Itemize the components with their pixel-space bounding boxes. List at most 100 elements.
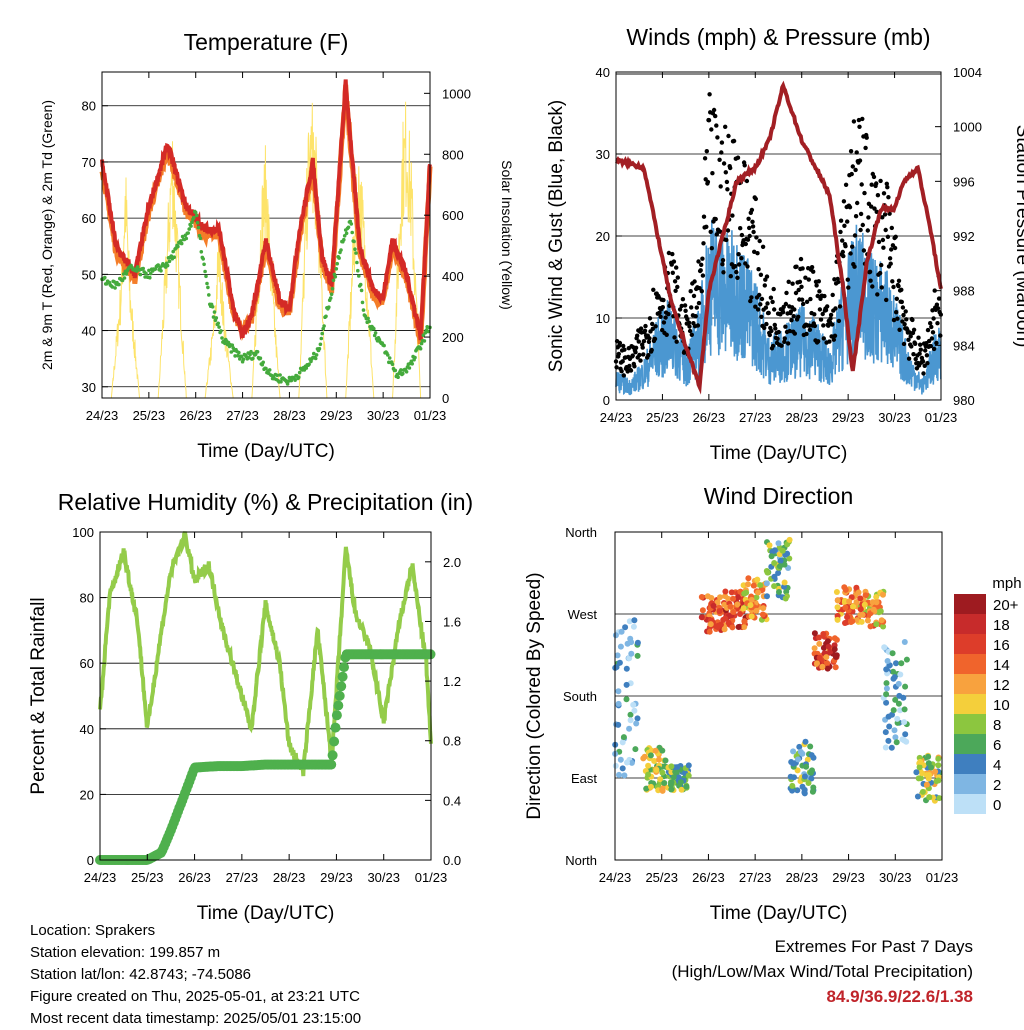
gust-point [857,124,862,129]
gust-point [899,287,904,292]
gust-point [699,289,704,294]
dewpoint-point [194,213,199,218]
dewpoint-point [110,285,115,289]
gust-point [771,286,776,292]
direction-point [623,665,630,672]
gust-point [736,252,741,257]
gust-point [812,312,817,317]
gust-point [743,241,748,247]
dewpoint-point [267,368,272,372]
direction-point [894,715,901,722]
dewpoint-point [413,355,417,360]
dewpoint-point [113,286,117,290]
extremes-box: Extremes For Past 7 Days (High/Low/Max W… [672,934,973,1009]
gust-point [852,264,857,269]
dewpoint-point [156,263,160,267]
direction-point [657,776,664,783]
chart-panel-3: Relative Humidity (%) & Precipitation (i… [28,489,473,924]
dewpoint-point [202,262,206,267]
gust-point [701,241,706,246]
direction-point [823,654,830,661]
dewpoint-point [205,281,209,286]
gust-point [687,328,693,334]
direction-point [820,631,827,637]
gust-point [672,335,677,340]
direction-point [628,639,635,646]
direction-point [714,599,721,606]
legend-label: 6 [993,737,1001,754]
gust-point [650,321,655,327]
direction-point [683,783,690,790]
gust-point [801,301,806,307]
gust-point [875,292,880,297]
gust-point [724,179,730,185]
x-tick-label: 26/23 [179,408,212,423]
direction-point [882,744,889,751]
x-tick-label: 27/23 [739,410,772,425]
dewpoint-point [219,329,223,333]
gust-point [661,297,666,303]
gust-point [923,348,928,353]
direction-point [643,785,650,792]
direction-point [884,658,891,664]
dewpoint-point [214,316,219,320]
gust-point [753,196,758,202]
gust-point [850,244,855,249]
gust-point [817,289,822,294]
dewpoint-point [211,315,216,319]
direction-point [706,628,713,635]
direction-point [615,721,622,728]
direction-point [634,639,641,646]
dewpoint-point [422,339,427,343]
x-tick-label: 28/23 [786,870,819,885]
dewpoint-point [386,353,390,357]
dewpoint-point [285,382,290,386]
dewpoint-point [193,210,198,215]
gust-point [836,318,842,324]
gust-point [622,347,627,352]
legend-swatch [954,714,986,734]
y2-tick-label: 992 [953,229,975,244]
legend-swatch [954,674,986,694]
dewpoint-point [410,362,415,366]
gust-point [691,293,697,299]
gust-point [872,206,877,211]
direction-point [640,755,647,762]
dewpoint-point [357,274,361,278]
gust-point [653,324,658,329]
direction-point [825,643,832,650]
gust-point [827,339,832,344]
direction-point [653,767,660,773]
gust-point [848,149,854,154]
legend-swatch [954,694,986,714]
gust-point [928,343,933,349]
direction-point [745,581,751,588]
dewpoint-point [229,350,234,354]
gust-point [887,256,893,261]
gust-point [731,138,737,144]
direction-point [889,650,896,657]
direction-point [890,707,897,714]
gust-point [686,320,692,325]
rain-point [327,750,338,761]
y2-tick-label: 200 [442,330,464,345]
direction-point [857,606,864,613]
gust-point [918,342,923,347]
direction-point [890,668,897,675]
gust-point [931,316,936,321]
gust-point [846,285,851,290]
direction-point [897,671,904,678]
direction-point [622,624,629,631]
dewpoint-point [206,285,210,290]
direction-point [612,632,619,639]
gust-point [935,321,940,326]
direction-point [764,569,771,576]
direction-point [833,589,840,595]
direction-point [933,778,940,785]
direction-point [779,547,786,554]
direction-point [763,580,770,587]
x-tick-label: 01/23 [414,408,447,423]
gust-point [633,345,639,350]
gust-point [803,275,808,280]
gust-point [707,92,712,97]
